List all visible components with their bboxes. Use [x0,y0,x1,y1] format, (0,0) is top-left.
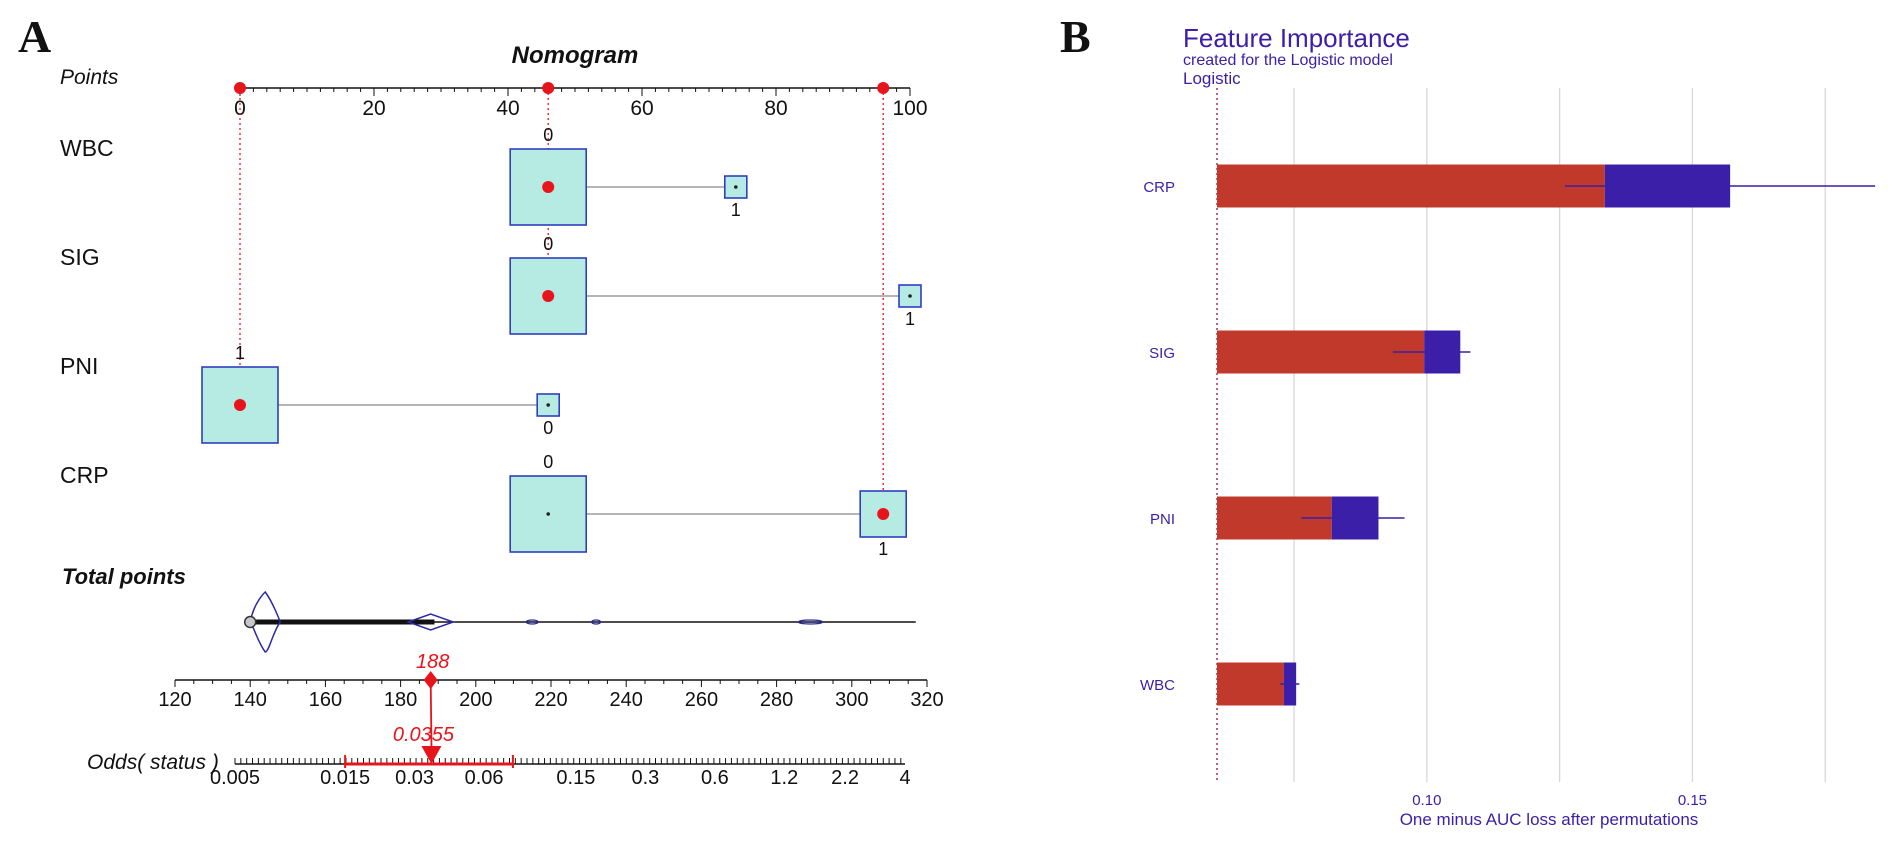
odds-tick-label: 0.015 [320,767,370,789]
total-points-tick-label: 140 [234,689,267,711]
points-tick-label: 20 [362,97,385,120]
x-axis-title: One minus AUC loss after permutations [1400,810,1699,829]
level-label: 0 [543,125,553,145]
odds-tick-label: 0.6 [701,767,729,789]
odds-tick-label: 0.03 [395,767,434,789]
total-points-violin [525,619,539,625]
total-points-tick-label: 180 [384,689,417,711]
total-points-value-label: 188 [416,651,449,673]
importance-bar-crp [1217,164,1605,208]
odds-axis-label: Odds( status ) [87,751,219,774]
level-label: 0 [543,234,553,254]
feature-importance-subtitle: created for the Logistic model [1183,52,1393,69]
total-points-tick-label: 200 [459,689,492,711]
x-tick-label: 0.10 [1412,792,1441,809]
level-center-dot [546,512,550,516]
level-label: 1 [878,539,888,559]
importance-bar-wbc [1217,662,1284,706]
feature-label-sig: SIG [1149,345,1175,362]
total-points-tick-label: 160 [309,689,342,711]
x-tick-label: 0.15 [1678,792,1707,809]
total-points-label: Total points [62,564,186,589]
feature-label-crp: CRP [1143,179,1175,196]
level-center-dot [546,403,550,407]
points-tick-label: 80 [764,97,787,120]
points-axis-marker [877,82,890,94]
panel-b-letter: B [1060,11,1091,62]
importance-box-wbc [1283,662,1297,706]
variable-label-pni: PNI [60,353,98,379]
odds-value-label: 0.0355 [393,724,455,746]
level-label: 1 [235,343,245,363]
total-points-violin [405,613,456,631]
points-tick-label: 40 [496,97,519,120]
selected-level-marker [877,508,890,520]
points-axis-label: Points [60,66,119,89]
variable-label-wbc: WBC [60,135,114,161]
level-label: 1 [731,200,741,220]
panel-a-letter: A [18,11,51,62]
level-label: 0 [543,418,553,438]
feature-importance-plot: CRP SIG PNI WBC 0.10 0.15 [1140,88,1876,809]
points-tick-label: 60 [630,97,653,120]
odds-tick-label: 4 [899,767,910,789]
variable-label-crp: CRP [60,462,109,488]
selected-level-marker [542,181,555,193]
total-points-tick-label: 320 [910,689,943,711]
total-points-violin [591,619,602,625]
level-label: 1 [905,309,915,329]
total-points-tick-label: 300 [835,689,868,711]
level-center-dot [734,185,738,189]
total-points-violin [249,590,282,653]
importance-box-pni [1331,496,1379,540]
importance-box-sig [1424,330,1461,374]
points-axis-marker [234,82,246,94]
total-points-tick-label: 280 [760,689,793,711]
odds-tick-label: 0.3 [631,767,659,789]
total-points-tick-label: 260 [685,689,718,711]
total-points-violin [797,619,824,625]
feature-importance-title: Feature Importance [1183,23,1410,53]
feature-label-wbc: WBC [1140,677,1175,694]
odds-tick-label: 0.15 [556,767,595,789]
importance-bar-sig [1217,330,1425,374]
feature-label-pni: PNI [1150,511,1175,528]
odds-tick-label: 0.06 [465,767,504,789]
points-tick-label: 100 [892,97,927,120]
total-points-tick-label: 220 [534,689,567,711]
prediction-connector [429,679,433,747]
total-points-value-marker [423,671,438,689]
odds-tick-label: 0.005 [210,767,260,789]
level-label: 0 [543,452,553,472]
odds-tick-label: 2.2 [831,767,859,789]
points-axis-marker [542,82,555,94]
importance-box-crp [1604,164,1731,208]
odds-tick-label: 1.2 [770,767,798,789]
nomogram-title: Nomogram [512,42,639,69]
variable-label-sig: SIG [60,244,100,270]
level-box [509,475,588,553]
total-points-tick-label: 240 [610,689,643,711]
model-label: Logistic [1183,69,1241,88]
selected-level-marker [542,290,555,302]
selected-level-marker [234,399,246,411]
odds-value-marker [421,746,442,764]
level-center-dot [908,294,912,298]
total-points-origin-marker [243,615,257,629]
total-points-tick-label: 120 [158,689,191,711]
